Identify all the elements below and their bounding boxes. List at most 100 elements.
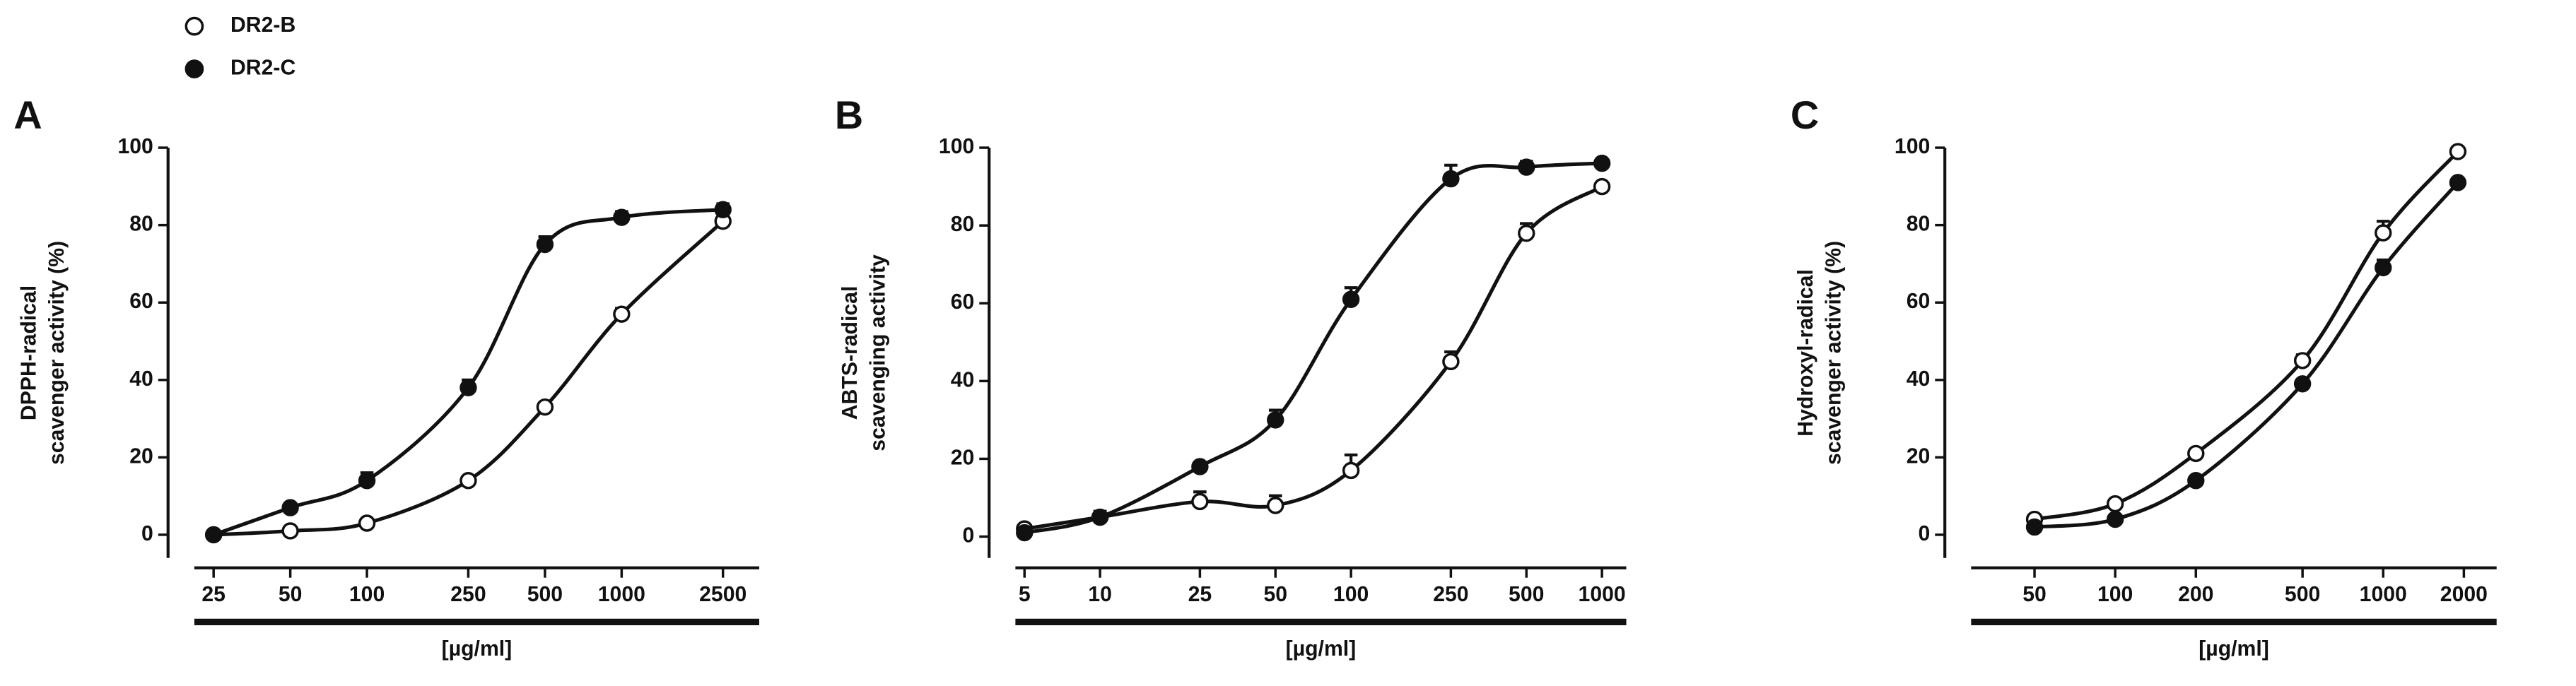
data-point [1267, 497, 1284, 514]
y-tick-label: 60 [129, 290, 153, 313]
data-point [2187, 444, 2205, 463]
legend-label: DR2-B [230, 13, 295, 37]
y-tick-label: 100 [117, 135, 153, 158]
panel: C Hydroxyl-radical scavenger activity (%) 0… [1791, 93, 2497, 661]
data-point [358, 514, 376, 532]
y-axis-label-line: scavenging activity [867, 254, 890, 451]
y-axis-label: DPPH-radical scavenger activity (%) [18, 241, 69, 465]
x-tick-label: 25 [201, 583, 226, 606]
x-tick-label: 2500 [699, 583, 747, 606]
data-point [1091, 508, 1109, 526]
data-point [2449, 174, 2467, 191]
data-point [1016, 524, 1034, 542]
data-point [281, 499, 299, 516]
data-point [1442, 170, 1460, 188]
y-tick-label: 80 [951, 213, 975, 236]
data-point [613, 305, 631, 323]
x-tick-label: 10 [1088, 583, 1112, 606]
legend-marker [185, 16, 204, 36]
y-axis-label-line: Hydroxyl-radical [1794, 269, 1817, 437]
data-point [1593, 154, 1611, 172]
y-axis-label: Hydroxyl-radical scavenger activity (%) [1794, 241, 1845, 465]
data-point [536, 398, 554, 416]
x-tick-label: 500 [527, 583, 563, 606]
y-axis-label: ABTS-radical scavenging activity [838, 254, 889, 451]
fit-curve [1024, 161, 1603, 535]
fit-curve [1024, 184, 1603, 531]
y-axis-label-line: ABTS-radical [838, 286, 862, 420]
data-point [1518, 158, 1535, 176]
y-tick-label: 100 [1895, 135, 1930, 158]
data-point [2293, 375, 2312, 393]
x-tick-label: 100 [349, 583, 385, 606]
data-point [1342, 461, 1360, 480]
x-tick-label: 1000 [2360, 583, 2407, 606]
y-tick-label: 40 [1907, 367, 1931, 391]
data-point [281, 522, 299, 540]
data-point [613, 208, 631, 226]
x-tick-label: 5 [1019, 583, 1031, 606]
x-tick-label: 50 [2022, 583, 2047, 606]
x-tick-label: 1000 [1579, 583, 1626, 606]
y-tick-label: 20 [1907, 444, 1931, 468]
x-axis-label: [µg/ml] [2199, 637, 2269, 661]
data-point [2375, 259, 2392, 277]
legend-label: DR2-C [230, 57, 295, 80]
data-point [204, 526, 223, 544]
x-tick-label: 50 [279, 583, 303, 606]
x-axis-label: [µg/ml] [442, 637, 513, 661]
x-tick-label: 1000 [598, 583, 645, 606]
x-tick-label: 500 [1509, 583, 1544, 606]
y-tick-label: 40 [951, 368, 975, 391]
data-point [1518, 224, 1535, 242]
y-tick-label: 0 [141, 522, 153, 545]
data-point [1442, 353, 1460, 371]
panel: B ABTS-radical scavenging activity 0 20 40 60 8… [835, 93, 1627, 661]
data-point [1267, 411, 1284, 429]
data-point [358, 472, 376, 490]
y-tick-label: 0 [1918, 522, 1930, 545]
data-point [459, 379, 477, 396]
legend-marker [185, 59, 204, 78]
fit-curve [2034, 181, 2459, 529]
panel-letter: B [835, 93, 863, 137]
panel: A DPPH-radical scavenger activity (%) 0 20 40… [13, 93, 760, 661]
x-tick-label: 250 [450, 583, 486, 606]
y-tick-label: 20 [951, 446, 975, 469]
data-point [714, 201, 732, 218]
panel-letter: C [1791, 93, 1819, 137]
data-point [2293, 352, 2312, 369]
x-tick-label: 2000 [2440, 583, 2488, 606]
y-tick-label: 40 [129, 367, 153, 391]
panel-letter: A [13, 93, 42, 137]
y-tick-label: 100 [939, 135, 974, 158]
y-tick-label: 80 [129, 213, 153, 236]
x-tick-label: 25 [1188, 583, 1212, 606]
x-tick-label: 500 [2285, 583, 2320, 606]
x-tick-label: 250 [1433, 583, 1468, 606]
data-point [2187, 472, 2205, 490]
fit-curve [2034, 150, 2459, 521]
data-point [2375, 224, 2392, 242]
y-tick-label: 80 [1907, 213, 1931, 236]
y-tick-label: 0 [963, 524, 975, 548]
y-tick-label: 60 [1907, 290, 1931, 313]
data-point [459, 472, 477, 490]
x-tick-label: 50 [1263, 583, 1287, 606]
x-axis-label: [µg/ml] [1286, 637, 1357, 661]
data-point [2025, 518, 2044, 536]
data-point [2106, 495, 2124, 513]
y-tick-label: 20 [129, 444, 153, 468]
data-point [1191, 492, 1209, 511]
data-point [1191, 458, 1209, 475]
data-point [2449, 143, 2467, 160]
data-point [2106, 510, 2124, 528]
data-point [1593, 177, 1611, 196]
y-axis-label-line: scavenger activity (%) [1822, 241, 1846, 465]
x-tick-label: 100 [1333, 583, 1369, 606]
x-tick-label: 100 [2097, 583, 2133, 606]
data-point [536, 235, 554, 254]
y-axis-label-line: scavenger activity (%) [45, 241, 69, 465]
